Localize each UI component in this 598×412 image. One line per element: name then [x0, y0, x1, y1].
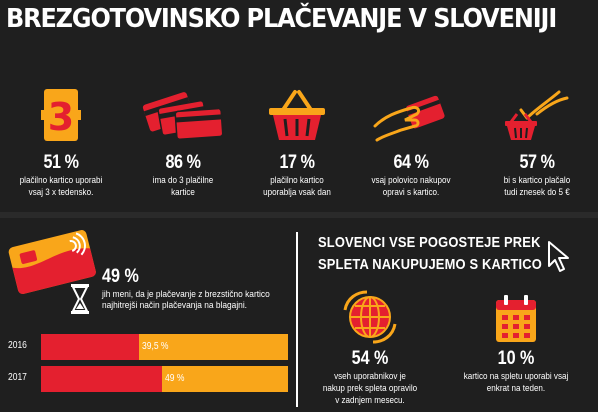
stat-percent: 86 %: [165, 152, 201, 173]
bar-row-2017: 2017 49 %: [8, 366, 288, 392]
bar-year-label: 2016: [8, 340, 27, 351]
bar-row-2016: 2016 39,5 %: [8, 334, 288, 360]
hand-basket-icon: [478, 84, 596, 144]
contactless-text: jih meni, da je plačevanje z brezstično …: [102, 289, 270, 311]
stat-text-line: bi s kartico plačalo: [503, 175, 571, 186]
stat-weekly-usage: 3 51 % plačilno kartico uporabi vsaj 3 x…: [2, 84, 120, 198]
globe-cart-icon: [300, 288, 440, 344]
stat-text-line: v zadnjem mesecu.: [335, 395, 405, 406]
page-title: BREZGOTOVINSKO PLAČEVANJE V SLOVENIJI: [6, 4, 557, 34]
stat-text-line: plačilno kartico uporabi: [19, 175, 103, 186]
bar-value-label: 49 %: [165, 373, 185, 384]
stat-percent: 10 %: [497, 348, 535, 369]
stat-half-purchases: 64 % vsaj polovico nakupov opravi s kart…: [352, 84, 470, 198]
calendar-icon: [446, 288, 586, 344]
stat-percent: 54 %: [351, 348, 389, 369]
stat-text-line: kartice: [171, 187, 195, 198]
contactless-text-line: jih meni, da je plačevanje z brezstično …: [102, 289, 270, 300]
online-stat-weekly: 10 % kartico na spletu uporabi vsaj enkr…: [446, 288, 586, 395]
cursor-icon: [547, 240, 571, 279]
contactless-text-line: najhitrejši način plačevanja na blagajni…: [102, 300, 248, 311]
stat-percent: 17 %: [279, 152, 315, 173]
stat-percent: 51 %: [43, 152, 79, 173]
section-divider: [0, 212, 598, 218]
stat-text-line: vsaj polovico nakupov: [371, 175, 451, 186]
stat-card-count: 86 % ima do 3 plačilne kartice: [124, 84, 242, 198]
online-heading-line: SPLETA NAKUPUJEMO S KARTICO: [318, 256, 542, 273]
bar-fill-2016: [41, 334, 139, 360]
online-stat-monthly: 54 % vseh uporabnikov je nakup prek sple…: [300, 288, 440, 406]
stat-text-line: tudi znesek do 5 €: [504, 187, 570, 198]
stat-text-line: kartico na spletu uporabi vsaj: [463, 371, 569, 382]
contactless-percent: 49 %: [102, 266, 139, 287]
bar-track: 49 %: [41, 366, 288, 392]
stat-text-line: enkrat na teden.: [486, 383, 546, 394]
bar-value-label: 39,5 %: [142, 341, 169, 352]
shopping-basket-icon: [238, 84, 356, 144]
contactless-card-icon: [6, 228, 98, 299]
hourglass-icon: [70, 284, 90, 319]
hand-card-icon: [352, 84, 470, 144]
stat-daily-usage: 17 % plačilno kartico uporablja vsak dan: [238, 84, 356, 198]
stat-text-line: vsaj 3 x tedensko.: [28, 187, 94, 198]
stacked-cards-icon: [124, 84, 242, 144]
bar-track: 39,5 %: [41, 334, 288, 360]
stat-percent: 57 %: [519, 152, 555, 173]
stat-text-line: ima do 3 plačilne: [152, 175, 214, 186]
svg-text:3: 3: [48, 95, 74, 139]
stat-text-line: uporablja vsak dan: [263, 187, 331, 198]
stat-small-amounts: 57 % bi s kartico plačalo tudi znesek do…: [478, 84, 596, 198]
stat-text-line: plačilno kartico: [270, 175, 324, 186]
vertical-divider: [296, 232, 298, 407]
bar-year-label: 2017: [8, 372, 27, 383]
online-heading: SLOVENCI VSE POGOSTEJE PREK SPLETA NAKUP…: [318, 232, 542, 276]
stat-text-line: opravi s kartico.: [382, 187, 440, 198]
online-heading-line: SLOVENCI VSE POGOSTEJE PREK: [318, 234, 541, 251]
stat-text-line: vseh uporabnikov je: [334, 371, 406, 382]
stat-text-line: nakup prek spleta opravilo: [322, 383, 418, 394]
number-three-icon: 3: [2, 84, 120, 144]
bar-fill-2017: [41, 366, 162, 392]
stat-percent: 64 %: [393, 152, 429, 173]
